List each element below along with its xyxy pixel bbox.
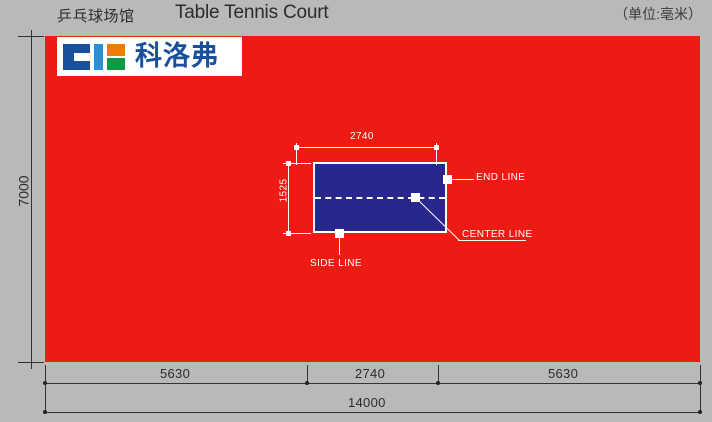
field-height-tick-top-vertical bbox=[31, 30, 32, 43]
overall-node-left bbox=[43, 410, 47, 414]
field-width-chain-line bbox=[45, 383, 700, 384]
chain-label-middle: 2740 bbox=[355, 366, 386, 381]
unit-note: （单位:亳米） bbox=[614, 6, 702, 22]
field-height-dimension-line bbox=[31, 36, 32, 362]
table-width-dimension-line bbox=[288, 163, 289, 233]
table-width-tick-bottom bbox=[286, 231, 291, 236]
side-line-leader bbox=[339, 238, 340, 255]
field-overall-width-line bbox=[45, 412, 700, 413]
chain-extension-d bbox=[700, 365, 701, 385]
chain-extension-c bbox=[438, 365, 439, 385]
page-title-english: Table Tennis Court bbox=[175, 2, 329, 23]
table-length-dimension-line bbox=[296, 147, 436, 148]
logo-brand-text: 科洛弗 bbox=[135, 41, 219, 71]
logo-square-orange-icon bbox=[107, 43, 125, 56]
logo-square-green-icon bbox=[107, 57, 125, 70]
field-overall-width-label: 14000 bbox=[348, 395, 386, 410]
side-line-marker bbox=[335, 229, 344, 238]
field-height-label: 7000 bbox=[15, 175, 32, 207]
chain-extension-a bbox=[45, 365, 46, 385]
brand-logo: 科洛弗 bbox=[57, 37, 242, 76]
page-title-chinese: 乒乓球场馆 bbox=[57, 8, 135, 25]
table-length-extension-right bbox=[436, 143, 437, 165]
table-length-tick-left bbox=[294, 145, 299, 150]
logo-c-notch bbox=[74, 52, 90, 61]
center-line-leader bbox=[414, 196, 460, 241]
end-line-label: END LINE bbox=[476, 172, 526, 183]
logo-bar-icon bbox=[94, 43, 103, 70]
chain-extension-b bbox=[307, 365, 308, 385]
chain-label-left: 5630 bbox=[160, 366, 191, 381]
overall-extension-right bbox=[700, 381, 701, 414]
center-line-leader-horizontal bbox=[458, 240, 526, 241]
table-width-tick-top bbox=[286, 161, 291, 166]
table-length-extension-left bbox=[296, 143, 297, 165]
field-height-tick-bottom-vertical bbox=[31, 356, 32, 369]
table-width-extension-bottom bbox=[283, 233, 311, 234]
overall-extension-left bbox=[45, 381, 46, 414]
chain-label-right: 5630 bbox=[548, 366, 579, 381]
center-line-label: CENTER LINE bbox=[462, 229, 533, 240]
table-length-tick-right bbox=[434, 145, 439, 150]
logo-mark-icon bbox=[63, 43, 125, 70]
table-tennis-table bbox=[313, 162, 447, 233]
table-length-label: 2740 bbox=[350, 131, 374, 142]
chain-node-c bbox=[436, 381, 440, 385]
table-width-label: 1525 bbox=[278, 178, 290, 203]
chain-node-b bbox=[305, 381, 309, 385]
side-line-label: SIDE LINE bbox=[310, 258, 362, 269]
center-line-marking bbox=[315, 197, 445, 199]
end-line-marker bbox=[443, 175, 452, 184]
table-width-extension-top bbox=[283, 163, 311, 164]
end-line-leader bbox=[452, 179, 474, 180]
overall-node-right bbox=[698, 410, 702, 414]
